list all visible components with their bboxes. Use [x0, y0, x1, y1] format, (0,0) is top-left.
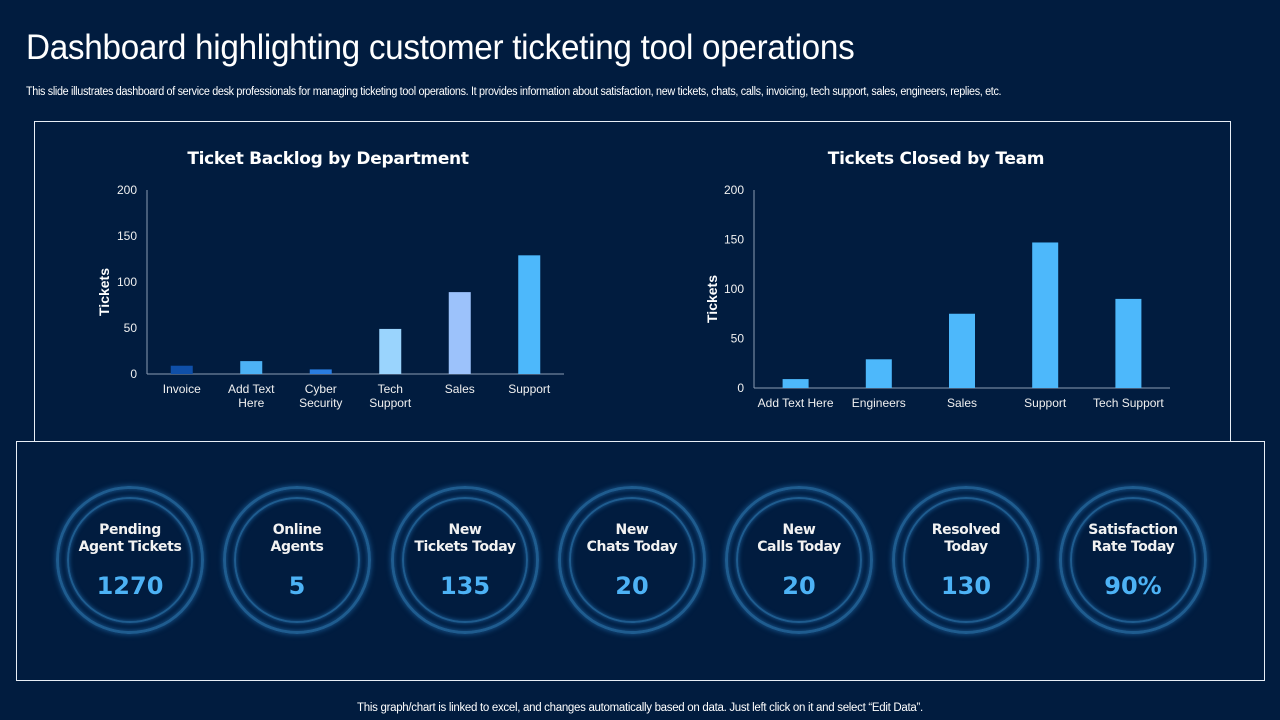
kpi-card: Pending Agent Tickets 1270: [56, 486, 204, 634]
y-axis-label: Tickets: [704, 275, 720, 323]
x-tick-label: Add Text Here: [758, 396, 834, 410]
y-tick-label: 200: [117, 183, 137, 197]
kpi-outer-ring: [892, 486, 1040, 634]
bar-cyber-security[interactable]: [309, 369, 332, 374]
chart-title-closed: Tickets Closed by Team: [827, 149, 1045, 169]
y-tick-label: 0: [737, 381, 744, 395]
kpi-card: New Tickets Today 135: [391, 486, 539, 634]
kpi-outer-ring: [56, 486, 204, 634]
kpi-outer-ring: [558, 486, 706, 634]
kpi-inner-ring: [1070, 497, 1196, 623]
kpi-value: 1270: [96, 572, 164, 600]
kpi-outer-ring: [223, 486, 371, 634]
bar-add-text-here[interactable]: [240, 361, 263, 374]
kpi-label: New Chats Today: [586, 522, 678, 555]
y-tick-label: 150: [117, 229, 137, 243]
bar-tech-support[interactable]: [379, 328, 402, 374]
y-axis-label: Tickets: [96, 268, 112, 316]
y-tick-label: 50: [731, 332, 745, 346]
kpi-label: Pending Agent Tickets: [78, 522, 182, 555]
kpi-label: Satisfaction Rate Today: [1088, 522, 1178, 555]
y-tick-label: 100: [117, 275, 137, 289]
kpi-value: 130: [940, 572, 992, 600]
bar-invoice[interactable]: [170, 365, 193, 374]
kpi-panel: [16, 441, 1265, 681]
footer-note: This graph/chart is linked to excel, and…: [357, 702, 923, 714]
bar-support[interactable]: [1032, 242, 1059, 388]
kpi-inner-ring: [67, 497, 193, 623]
x-tick-label: Here: [238, 396, 264, 410]
y-tick-label: 100: [724, 282, 744, 296]
kpi-outer-ring: [725, 486, 873, 634]
kpi-value: 5: [288, 572, 306, 600]
y-tick-label: 50: [124, 321, 138, 335]
kpi-label: New Tickets Today: [414, 522, 516, 555]
kpi-label: Resolved Today: [931, 522, 1001, 555]
kpi-inner-ring: [569, 497, 695, 623]
kpi-value: 135: [439, 572, 491, 600]
chart-title-backlog: Ticket Backlog by Department: [187, 149, 469, 169]
kpi-card: New Calls Today 20: [725, 486, 873, 634]
x-tick-label: Sales: [947, 396, 977, 410]
bar-support[interactable]: [518, 255, 541, 374]
x-tick-label: Engineers: [852, 396, 906, 410]
x-tick-label: Security: [299, 396, 342, 410]
closed-by-team-bar-chart[interactable]: 0 50 100 150 200 Tickets Add Text Here Engineer…: [698, 180, 1188, 420]
kpi-value: 90%: [1104, 572, 1162, 600]
x-tick-label: Sales: [445, 382, 475, 396]
kpi-inner-ring: [234, 497, 360, 623]
kpi-outer-ring: [1059, 486, 1207, 634]
y-tick-label: 0: [130, 367, 137, 381]
kpi-card: Resolved Today 130: [892, 486, 1040, 634]
x-tick-label: Support: [369, 396, 412, 410]
kpi-inner-ring: [903, 497, 1029, 623]
kpi-value: 20: [615, 572, 649, 600]
x-tick-label: Tech Support: [1093, 396, 1164, 410]
x-tick-label: Tech: [378, 382, 403, 396]
kpi-outer-ring: [391, 486, 539, 634]
bar-tech-support[interactable]: [1115, 298, 1142, 388]
page-title: Dashboard highlighting customer ticketin…: [26, 28, 855, 67]
bar-sales[interactable]: [448, 292, 471, 374]
page-subtitle: This slide illustrates dashboard of serv…: [26, 86, 1002, 98]
x-tick-label: Support: [508, 382, 551, 396]
kpi-card: Satisfaction Rate Today 90%: [1059, 486, 1207, 634]
x-tick-label: Support: [1024, 396, 1067, 410]
y-tick-label: 150: [724, 233, 744, 247]
kpi-card: Online Agents 5: [223, 486, 371, 634]
bar-sales[interactable]: [949, 313, 975, 388]
charts-panel: [34, 121, 1231, 442]
kpi-value: 20: [782, 572, 816, 600]
kpi-inner-ring: [736, 497, 862, 623]
kpi-label: New Calls Today: [757, 522, 841, 555]
kpi-label: Online Agents: [270, 522, 324, 555]
bar-add-text-here[interactable]: [782, 379, 809, 388]
bar-engineers[interactable]: [865, 359, 892, 388]
kpi-inner-ring: [402, 497, 528, 623]
y-tick-label: 200: [724, 183, 744, 197]
kpi-card: New Chats Today 20: [558, 486, 706, 634]
x-tick-label: Add Text: [228, 382, 275, 396]
x-tick-label: Invoice: [163, 382, 201, 396]
x-tick-label: Cyber: [305, 382, 337, 396]
